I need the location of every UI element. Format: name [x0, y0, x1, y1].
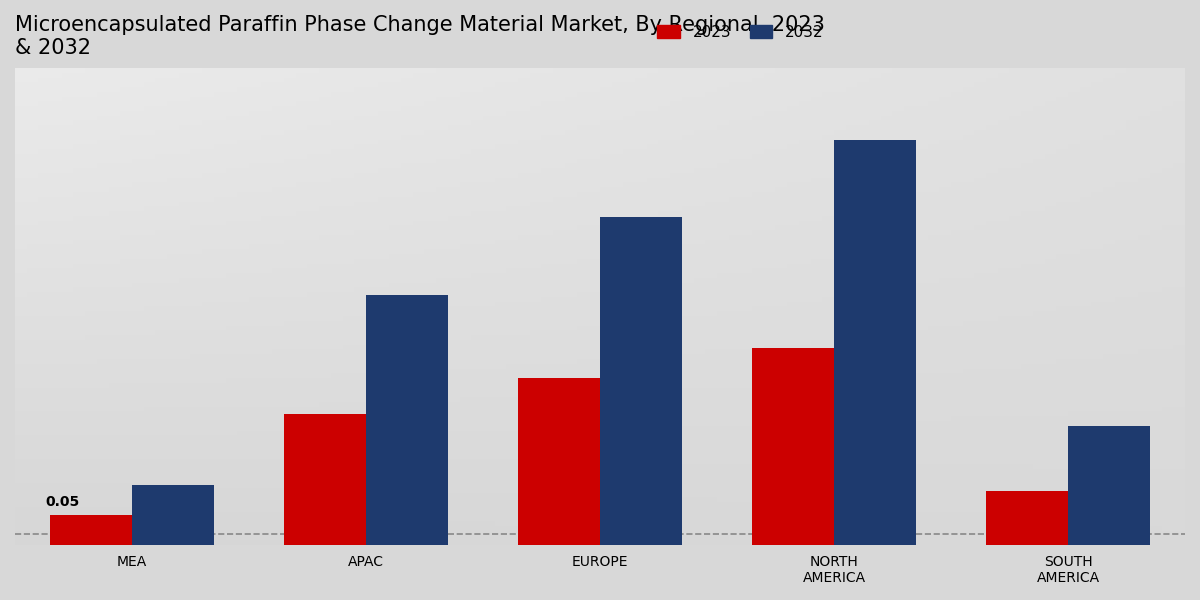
Bar	[284, 414, 366, 545]
Bar	[1068, 426, 1150, 545]
Bar	[366, 295, 448, 545]
Bar	[834, 140, 916, 545]
Bar	[518, 378, 600, 545]
Bar	[132, 485, 214, 545]
Bar	[50, 515, 132, 545]
Bar	[752, 349, 834, 545]
Text: Microencapsulated Paraffin Phase Change Material Market, By Regional, 2023
& 203: Microencapsulated Paraffin Phase Change …	[16, 15, 824, 58]
Legend: 2023, 2032: 2023, 2032	[652, 19, 829, 46]
Bar	[986, 491, 1068, 545]
Bar	[600, 217, 682, 545]
Text: 0.05: 0.05	[46, 496, 79, 509]
